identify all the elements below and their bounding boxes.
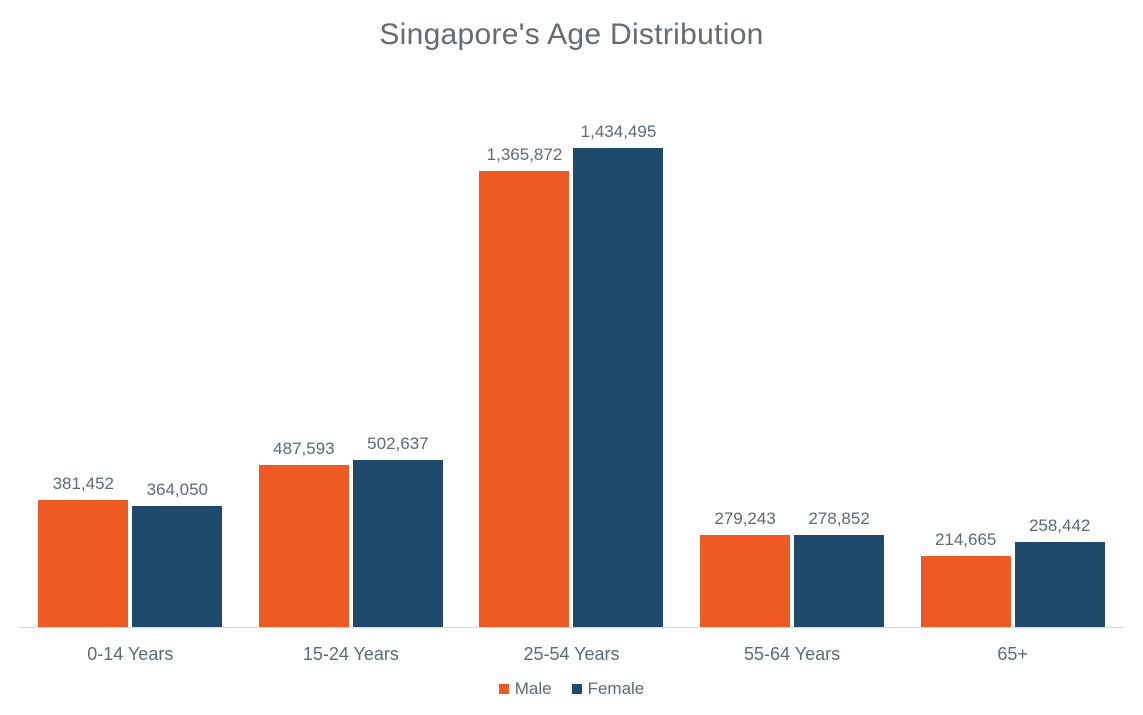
bar-wrap: 279,243 — [700, 509, 790, 628]
bar-value-label: 487,593 — [273, 439, 334, 459]
x-axis-label: 15-24 Years — [241, 644, 462, 665]
bar-group: 1,365,872 1,434,495 — [461, 122, 682, 628]
chart-title: Singapore's Age Distribution — [0, 0, 1143, 62]
bar-value-label: 1,365,872 — [487, 145, 563, 165]
bar — [921, 556, 1011, 628]
bar-value-label: 279,243 — [714, 509, 775, 529]
bar-value-label: 381,452 — [53, 474, 114, 494]
bar — [1015, 542, 1105, 628]
bar-value-label: 1,434,495 — [581, 122, 657, 142]
bar — [259, 465, 349, 628]
bar-value-label: 258,442 — [1029, 516, 1090, 536]
bar-wrap: 278,852 — [794, 509, 884, 628]
bar-wrap: 1,365,872 — [479, 145, 569, 628]
x-axis-label: 25-54 Years — [461, 644, 682, 665]
bar — [132, 506, 222, 628]
bar-group: 487,593 502,637 — [241, 434, 462, 628]
legend-label: Male — [515, 679, 552, 699]
plot-area: 381,452 364,050 487,593 502,637 1,365,872 1,4… — [20, 72, 1123, 628]
bar-group: 381,452 364,050 — [20, 474, 241, 628]
bar-value-label: 502,637 — [367, 434, 428, 454]
legend: Male Female — [0, 679, 1143, 715]
x-axis-label: 65+ — [902, 644, 1123, 665]
bar-wrap: 214,665 — [921, 530, 1011, 628]
bar — [479, 171, 569, 628]
bar-wrap: 502,637 — [353, 434, 443, 628]
bar-wrap: 487,593 — [259, 439, 349, 628]
bar-wrap: 364,050 — [132, 480, 222, 628]
bar-value-label: 278,852 — [808, 509, 869, 529]
bar — [794, 535, 884, 628]
legend-label: Female — [588, 679, 645, 699]
bar — [353, 460, 443, 628]
bar-groups: 381,452 364,050 487,593 502,637 1,365,872 1,4… — [20, 72, 1123, 628]
bar-wrap: 258,442 — [1015, 516, 1105, 628]
bar — [38, 500, 128, 628]
bar-value-label: 364,050 — [147, 480, 208, 500]
legend-swatch — [499, 684, 509, 694]
x-axis-label: 0-14 Years — [20, 644, 241, 665]
bar — [700, 535, 790, 628]
legend-swatch — [572, 684, 582, 694]
bar-wrap: 1,434,495 — [573, 122, 663, 628]
x-axis-labels: 0-14 Years15-24 Years25-54 Years55-64 Ye… — [20, 644, 1123, 665]
chart-container: Singapore's Age Distribution 381,452 364,… — [0, 0, 1143, 715]
bar-group: 214,665 258,442 — [902, 516, 1123, 628]
legend-item: Female — [572, 679, 645, 699]
bar-value-label: 214,665 — [935, 530, 996, 550]
bar-wrap: 381,452 — [38, 474, 128, 628]
x-axis-line — [20, 627, 1123, 628]
bar-group: 279,243 278,852 — [682, 509, 903, 628]
legend-item: Male — [499, 679, 552, 699]
bar — [573, 148, 663, 628]
x-axis-label: 55-64 Years — [682, 644, 903, 665]
